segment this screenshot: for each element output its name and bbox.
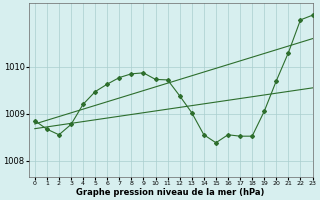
- X-axis label: Graphe pression niveau de la mer (hPa): Graphe pression niveau de la mer (hPa): [76, 188, 265, 197]
